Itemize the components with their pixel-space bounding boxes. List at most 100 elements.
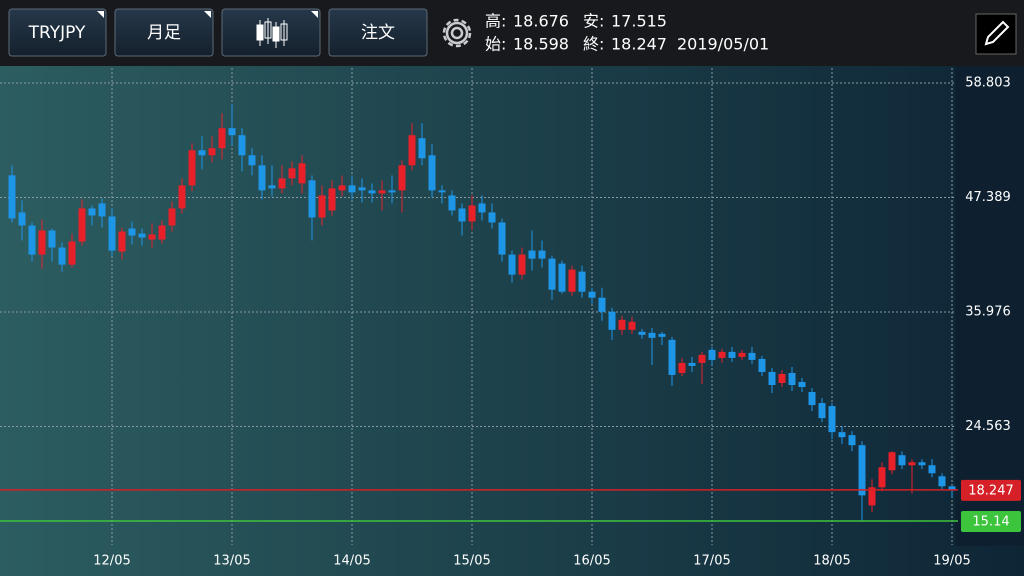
candle-body [308, 180, 316, 218]
candle-body [288, 168, 296, 179]
open-label: 始: [485, 35, 506, 54]
candle-body [528, 250, 536, 259]
candle-body [708, 349, 716, 360]
x-tick-label: 17/05 [693, 554, 730, 569]
candle-body [278, 178, 286, 189]
candle-body [408, 135, 416, 166]
candle-body [878, 467, 886, 488]
candle-body [448, 195, 456, 211]
candle-body [328, 188, 336, 211]
candle-body [718, 351, 726, 358]
candle-body [938, 476, 946, 487]
candle-body [858, 445, 866, 496]
candle-body [488, 212, 496, 223]
candle-body [558, 263, 566, 292]
y-tick-label: 35.976 [965, 305, 1011, 320]
candle-body [118, 231, 126, 252]
candle-body [568, 269, 576, 292]
candle-body [648, 332, 656, 338]
candle-body [868, 487, 876, 506]
open-value: 18.598 [513, 35, 569, 54]
symbol: TRYJPY [28, 23, 86, 43]
candle-body [698, 354, 706, 363]
plot: 24.563 35.976 47.389 58.803 12/05 13/05 14/05 1… [0, 68, 1021, 569]
candle-body [828, 406, 836, 433]
candle-body [368, 190, 376, 194]
candle-body [888, 452, 896, 471]
x-tick-label: 15/05 [453, 554, 490, 569]
candle-body [258, 165, 266, 191]
candle-body [298, 163, 306, 184]
price-tag-label: 15.14 [972, 515, 1009, 530]
close-value: 18.247 [611, 35, 667, 54]
symbol-button[interactable]: TRYJPY [8, 8, 107, 57]
candle-body [348, 185, 356, 193]
order: 注文 [361, 23, 395, 43]
candle-body [618, 319, 626, 330]
candle-body [68, 241, 76, 265]
candle-body [458, 208, 466, 222]
candle-body [248, 155, 256, 166]
x-tick-label: 14/05 [333, 554, 370, 569]
candle-body [498, 222, 506, 255]
candle-body [548, 258, 556, 290]
candle-body [268, 185, 276, 189]
candle-body [808, 392, 816, 406]
candle-body [638, 331, 646, 335]
candle-body [728, 351, 736, 358]
candle-body [478, 203, 486, 213]
y-tick-label: 58.803 [965, 76, 1011, 91]
candle-body [518, 254, 526, 275]
candle-body [138, 233, 146, 238]
candle-body [848, 435, 856, 446]
candle-body [8, 175, 16, 219]
candle-body [358, 187, 366, 191]
candle-body [188, 150, 196, 186]
high-label: 高: [485, 12, 506, 31]
high-value: 18.676 [513, 12, 569, 31]
settings-button[interactable] [442, 18, 472, 48]
candle-body [918, 462, 926, 466]
low-value: 17.515 [611, 12, 667, 31]
candle-body [178, 185, 186, 209]
candle-body [778, 373, 786, 383]
chart-bg [0, 66, 1024, 576]
price-axis-bg [955, 66, 1024, 546]
x-tick-label: 12/05 [93, 554, 130, 569]
candle-body [48, 230, 56, 248]
candle-body [78, 208, 86, 242]
candle-body [468, 205, 476, 222]
candle-body [658, 333, 666, 337]
candle-body [128, 228, 136, 236]
candle-body [218, 128, 226, 149]
candle-body [318, 195, 326, 218]
candle-body [818, 403, 826, 419]
candle-body [838, 432, 846, 438]
order-button[interactable]: 注文 [328, 8, 428, 57]
candle-body [798, 381, 806, 388]
candle-body [38, 230, 46, 255]
price-tag [961, 479, 1021, 501]
chart-type-button[interactable] [221, 8, 321, 57]
candle-body [418, 138, 426, 159]
candle-body [208, 148, 216, 156]
candle-body [768, 371, 776, 385]
candle-body [18, 212, 26, 226]
candle-body [338, 185, 346, 191]
draw-button[interactable] [975, 13, 1017, 55]
y-tick-label: 47.389 [965, 190, 1011, 205]
candle-body [198, 150, 206, 156]
candle-body [688, 362, 696, 366]
period-button[interactable]: 月足 [114, 8, 214, 57]
candle-body [908, 462, 916, 466]
period: 月足 [147, 23, 181, 43]
x-tick-label: 19/05 [933, 554, 970, 569]
candle-body [628, 321, 636, 330]
price-tag-label: 18.247 [968, 483, 1014, 498]
candle-body [578, 271, 586, 292]
candle-body [438, 190, 446, 193]
candle-body [738, 352, 746, 357]
candle-body [898, 455, 906, 466]
candle-body [88, 208, 96, 216]
